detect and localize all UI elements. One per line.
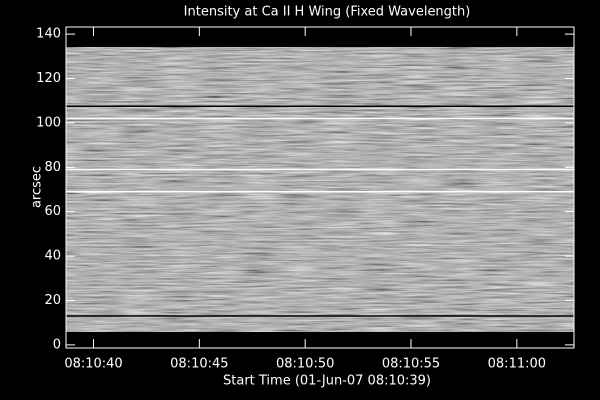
y-tick-label: 100: [36, 115, 61, 130]
x-tick-label: 08:10:40: [64, 357, 122, 372]
plot-area: 0 20 40 60 80 100 120 140 08:10:40 08:10:45 08:10:…: [36, 26, 575, 372]
y-tick-label: 140: [36, 27, 61, 42]
x-tick-label: 08:10:55: [382, 357, 440, 372]
y-tick-label: 80: [44, 160, 61, 175]
y-tick-label: 40: [44, 249, 61, 264]
y-tick-label: 20: [44, 293, 61, 308]
x-tick-label: 08:11:00: [488, 357, 546, 372]
image: [66, 47, 574, 332]
y-tick-label: 0: [53, 337, 61, 352]
chart-title: Intensity at Ca II H Wing (Fixed Wavelen…: [184, 5, 471, 20]
axes-frame: [65, 26, 575, 349]
x-tick-label: 08:10:50: [276, 357, 334, 372]
y-axis-label: arcsec: [30, 166, 45, 208]
y-tick-label: 60: [44, 204, 61, 219]
x-tick-label: 08:10:45: [170, 357, 228, 372]
y-tick-label: 120: [36, 71, 61, 86]
x-axis-label: Start Time (01-Jun-07 08:10:39): [223, 374, 431, 389]
